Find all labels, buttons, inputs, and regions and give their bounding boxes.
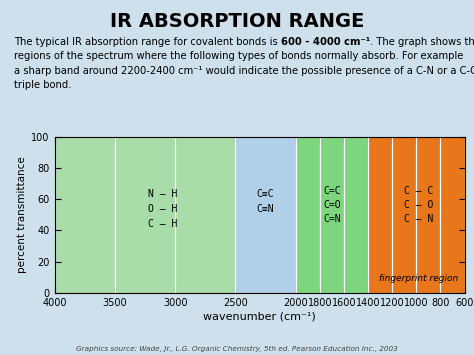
Text: C — H: C — H (148, 219, 178, 229)
Text: C — O: C — O (404, 201, 433, 211)
Text: N — H: N — H (148, 190, 178, 200)
X-axis label: wavenumber (cm⁻¹): wavenumber (cm⁻¹) (203, 312, 316, 322)
Text: . The graph shows the: . The graph shows the (370, 37, 474, 47)
Text: triple bond.: triple bond. (14, 80, 72, 90)
Text: regions of the spectrum where the following types of bonds normally absorb. For : regions of the spectrum where the follow… (14, 51, 464, 61)
Bar (368, 137, 465, 293)
Text: C≡N: C≡N (257, 203, 274, 213)
Bar (296, 137, 368, 293)
Text: C — C: C — C (404, 186, 433, 196)
Text: O — H: O — H (148, 203, 178, 213)
Text: C=C: C=C (323, 186, 341, 196)
Text: Graphics source: Wade, Jr., L.G. Organic Chemistry, 5th ed. Pearson Education In: Graphics source: Wade, Jr., L.G. Organic… (76, 346, 398, 352)
Text: C=N: C=N (323, 214, 341, 224)
Text: a sharp band around 2200-2400 cm⁻¹ would indicate the possible presence of a C-N: a sharp band around 2200-2400 cm⁻¹ would… (14, 66, 474, 76)
Text: C≡C: C≡C (257, 190, 274, 200)
Text: 600 - 4000 cm⁻¹: 600 - 4000 cm⁻¹ (281, 37, 370, 47)
Bar (55, 137, 236, 293)
Y-axis label: percent transmittance: percent transmittance (17, 157, 27, 273)
Text: C — N: C — N (404, 214, 433, 224)
Text: fingerprint region: fingerprint region (379, 274, 458, 283)
Text: C=O: C=O (323, 201, 341, 211)
Bar (236, 137, 296, 293)
Text: The typical IR absorption range for covalent bonds is: The typical IR absorption range for cova… (14, 37, 281, 47)
Text: IR ABSORPTION RANGE: IR ABSORPTION RANGE (110, 12, 364, 32)
